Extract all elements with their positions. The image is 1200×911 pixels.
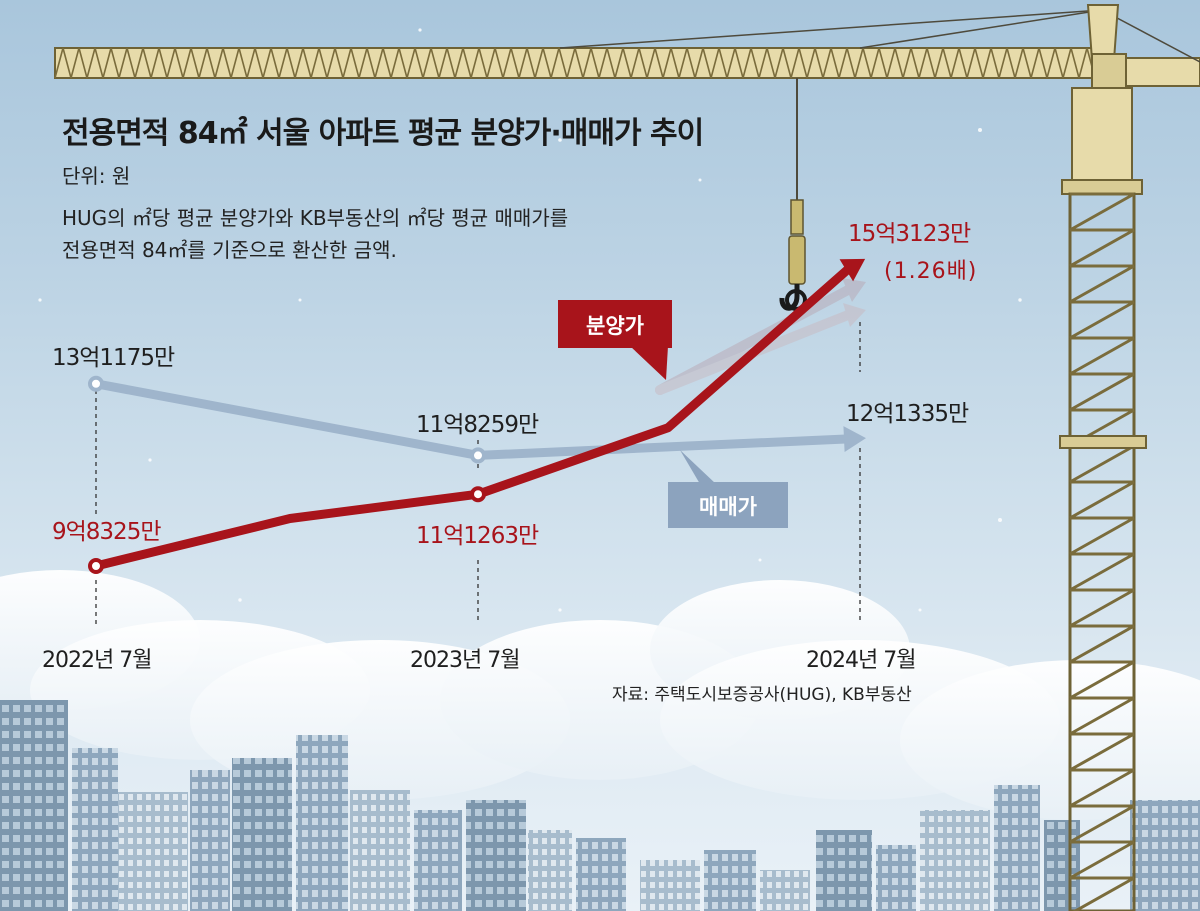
data-label-market-2024: 12억1335만 xyxy=(846,401,969,427)
data-point-presale-2023 xyxy=(470,486,486,503)
data-point-market-2023 xyxy=(470,447,486,464)
source-note: 자료: 주택도시보증공사(HUG), KB부동산 xyxy=(612,685,912,705)
legend-label-presale: 분양가 xyxy=(586,314,644,338)
clouds xyxy=(0,570,1200,820)
chart-note: HUG의 ㎡당 평균 분양가와 KB부동산의 ㎡당 평균 매매가를 전용면적 8… xyxy=(62,202,568,266)
data-point-market-2022 xyxy=(88,375,104,392)
legend-badge-presale xyxy=(558,300,672,380)
data-label-market-2022: 13억1175만 xyxy=(52,345,175,371)
x-tick-2022: 2022년 7월 xyxy=(42,648,152,673)
legend-label-market: 매매가 xyxy=(699,495,757,519)
x-tick-2023: 2023년 7월 xyxy=(410,648,520,673)
series-arrow-presale xyxy=(839,258,866,282)
legend-badge-market xyxy=(668,450,788,528)
data-label-presale-2023: 11억1263만 xyxy=(416,523,539,549)
unit-label: 단위: 원 xyxy=(62,164,131,188)
data-label-presale-ratio: (1.26배) xyxy=(884,259,978,284)
ghost-arrows xyxy=(655,278,866,395)
data-label-presale-2024: 15억3123만 xyxy=(848,221,971,247)
x-tick-2024: 2024년 7월 xyxy=(806,648,916,673)
chart-title: 전용면적 84㎡ 서울 아파트 평균 분양가·매매가 추이 xyxy=(62,116,704,151)
note-line-2: 전용면적 84㎡를 기준으로 환산한 금액. xyxy=(62,238,397,262)
data-label-market-2023: 11억8259만 xyxy=(416,412,539,438)
city-skyline xyxy=(0,700,1200,911)
series-arrow-market xyxy=(843,426,866,453)
data-label-presale-2022: 9억8325만 xyxy=(52,519,161,545)
guide-lines xyxy=(95,322,861,624)
note-line-1: HUG의 ㎡당 평균 분양가와 KB부동산의 ㎡당 평균 매매가를 xyxy=(62,206,569,230)
data-point-presale-2022 xyxy=(88,558,104,574)
tower-crane xyxy=(54,4,1200,911)
